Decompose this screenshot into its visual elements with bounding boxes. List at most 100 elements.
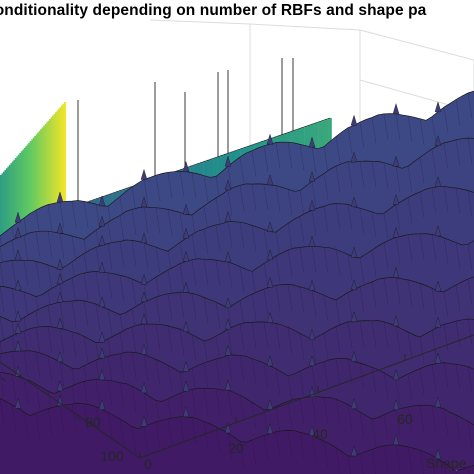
mesh-line — [263, 229, 269, 256]
mesh-line — [179, 329, 185, 356]
mesh-line — [383, 321, 389, 348]
surface-peak — [224, 379, 232, 391]
surface-peak — [266, 422, 274, 434]
mesh-line — [119, 382, 125, 409]
mesh-line — [71, 278, 77, 305]
mesh-line — [443, 237, 449, 264]
surface-peak — [434, 448, 442, 460]
mesh-line — [155, 324, 161, 351]
back-wall-strip — [29, 141, 32, 265]
mesh-line — [431, 288, 437, 315]
mesh-line — [407, 446, 413, 473]
back-wall-strip — [62, 103, 65, 265]
grid-line — [149, 19, 251, 25]
mesh-line — [35, 351, 41, 378]
back-wall-strip — [64, 102, 67, 265]
mesh-line — [95, 271, 101, 298]
mesh-line — [215, 197, 221, 224]
surface-peak — [14, 397, 22, 409]
mesh-line — [239, 222, 245, 249]
mesh-line — [299, 286, 305, 313]
mesh-line — [323, 173, 329, 200]
mesh-line — [47, 204, 53, 231]
mesh-line — [179, 292, 185, 319]
surface-peak — [308, 235, 316, 247]
surface-peak — [56, 273, 64, 284]
mesh-line — [467, 278, 473, 305]
mesh-line — [215, 302, 221, 329]
mesh-line — [419, 283, 425, 310]
back-wall-strip — [56, 110, 59, 265]
mesh-line — [95, 304, 101, 331]
mesh-line — [275, 285, 281, 312]
surface-peak — [56, 191, 64, 203]
surface-peak — [140, 291, 148, 303]
mesh-line — [287, 375, 293, 402]
surface-peak — [350, 196, 358, 208]
mesh-line — [275, 255, 281, 282]
mesh-line — [311, 290, 317, 317]
mesh-line — [119, 241, 125, 268]
mesh-line — [191, 259, 197, 286]
mesh-line — [323, 361, 329, 388]
mesh-line — [431, 187, 437, 214]
y-tick-mark — [75, 416, 81, 421]
mesh-line — [371, 211, 377, 238]
mesh-line — [239, 157, 245, 184]
mesh-line — [227, 221, 233, 248]
mesh-line — [335, 249, 341, 276]
back-wall-strip — [37, 132, 40, 265]
mesh-line — [47, 231, 53, 258]
surface-peak — [434, 352, 442, 364]
surface-peak — [392, 103, 400, 114]
mesh-line — [407, 115, 413, 142]
mesh-line — [407, 166, 413, 193]
mesh-line — [467, 421, 473, 448]
surface-peak — [392, 434, 400, 445]
mesh-line — [59, 328, 65, 355]
back-wall-strip — [13, 159, 16, 265]
surface-peak — [182, 250, 190, 262]
back-wall-strip — [49, 118, 52, 265]
mesh-line — [431, 149, 437, 176]
mesh-line — [287, 327, 293, 354]
mesh-line — [287, 250, 293, 277]
mesh-line — [263, 145, 269, 172]
mesh-line — [59, 302, 65, 329]
mesh-line — [383, 445, 389, 472]
mesh-line — [119, 215, 125, 242]
mesh-line — [323, 247, 329, 274]
mesh-line — [383, 162, 389, 189]
back-wall-strip — [32, 137, 35, 265]
mesh-line — [131, 352, 137, 379]
mesh-line — [347, 292, 353, 319]
surface-peak — [392, 266, 400, 278]
back-wall-strip — [8, 164, 11, 265]
mesh-line — [335, 203, 341, 230]
mesh-line — [359, 411, 365, 439]
mesh-line — [455, 242, 461, 269]
mesh-line — [47, 264, 53, 291]
surface-ridge-edge — [0, 233, 474, 298]
surface-peak — [308, 328, 316, 340]
mesh-line — [263, 289, 269, 316]
mesh-line — [143, 301, 149, 328]
mesh-line — [215, 260, 221, 287]
mesh-line — [311, 435, 317, 462]
mesh-line — [299, 247, 305, 274]
surface-peak — [14, 322, 22, 334]
mesh-line — [167, 418, 173, 445]
mesh-line — [311, 365, 317, 392]
mesh-line — [359, 453, 364, 474]
surface-peak — [308, 355, 316, 366]
surface-peak — [182, 203, 190, 215]
surface-peak — [308, 136, 316, 148]
mesh-line — [59, 233, 65, 260]
mesh-line — [143, 206, 149, 233]
mesh-line — [467, 137, 473, 165]
surface-peak — [266, 311, 274, 323]
mesh-line — [215, 426, 221, 453]
surface-peak — [140, 382, 148, 394]
